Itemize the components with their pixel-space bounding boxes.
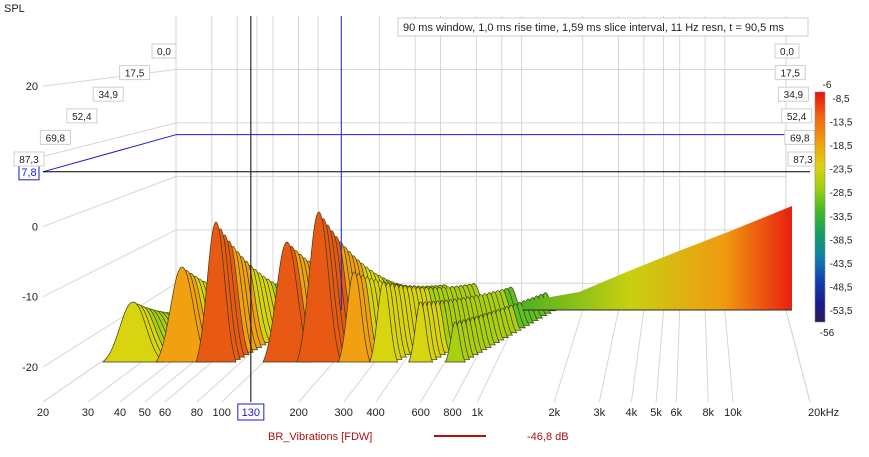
x-tick-label: 300 (335, 407, 353, 419)
grid-floor-line (553, 309, 584, 403)
grid-floor-line (655, 309, 665, 403)
x-tick-label: 10k (724, 407, 742, 419)
x-tick-label: 1k (472, 407, 484, 419)
x-tick-label: 50 (139, 407, 151, 419)
slice-label: 0,0 (157, 47, 171, 58)
slice-label: 34,9 (784, 90, 804, 101)
grid-floor-line (630, 309, 645, 403)
x-tick-label: 2k (549, 407, 561, 419)
y-tick-label: -20 (22, 362, 38, 374)
slice-label-box (66, 108, 98, 124)
slice-label-box (774, 65, 806, 81)
slice-label-box (92, 86, 124, 102)
surface-peak (195, 221, 237, 363)
grid-side-line (42, 122, 177, 157)
slice-label: 17,5 (780, 69, 800, 80)
grid-side-line (42, 175, 177, 228)
waterfall-surface (102, 206, 792, 363)
cursor-horizontal-side (42, 134, 177, 173)
surface-ramp (522, 206, 792, 310)
slice-label: 52,4 (787, 112, 807, 123)
x-tick-label: 100 (213, 407, 231, 419)
y-tick-label: 20 (26, 81, 38, 93)
grid-side-line (42, 68, 177, 87)
x-tick-label: 800 (443, 407, 461, 419)
colorbar-label: -8,5 (832, 94, 850, 105)
slice-label-box (39, 129, 71, 145)
colorbar-label: -53,5 (830, 306, 853, 317)
surface-peak (337, 271, 371, 363)
x-tick-label: 3k (594, 407, 606, 419)
slice-label: 69,8 (790, 133, 810, 144)
colorbar-label: -6 (823, 80, 832, 91)
grid-floor-line (704, 309, 709, 403)
cursor-x-readout: 130 (242, 407, 260, 419)
surface-peak (444, 321, 466, 363)
slice-label: 87,3 (793, 155, 813, 166)
x-tick-label: 20 (37, 407, 49, 419)
time-slice-labels-left: 0,0 17,5 34,9 52,4 69,8 87,3 (13, 43, 177, 167)
colorbar: -6-8,5 -13,5 -18,5 -23,5 -28,5 -33,5 -38,5 -43,… (814, 80, 853, 339)
axes: 20100-10-2020304050608010020030040060080… (18, 81, 839, 421)
colorbar-label: -33,5 (830, 212, 853, 223)
x-tick-label: 60 (159, 407, 171, 419)
x-tick-label: 8k (702, 407, 714, 419)
slice-label-box (777, 86, 809, 102)
slice-label-box (781, 108, 813, 124)
chart-title-box: 90 ms window, 1,0 ms rise time, 1,59 ms … (397, 17, 809, 37)
cursor-lines (42, 16, 810, 402)
colorbar-label: -18,5 (830, 141, 853, 152)
colorbar-label: -56 (820, 328, 835, 339)
y-tick-label: 0 (32, 222, 38, 234)
colorbar-label: -13,5 (830, 118, 853, 129)
x-tick-label: 200 (289, 407, 307, 419)
grid-floor-line (598, 309, 619, 403)
legend-value: -46,8 dB (527, 431, 569, 443)
time-slice-labels-right: 0,0 17,5 34,9 52,4 69,8 87,3 (774, 43, 819, 167)
x-tick-label: 80 (191, 407, 203, 419)
x-tick-label: 600 (411, 407, 429, 419)
chart-title: 90 ms window, 1,0 ms rise time, 1,59 ms … (403, 22, 784, 34)
x-tick-label: 40 (114, 407, 126, 419)
slice-label-box (151, 43, 177, 59)
grid-side-line (42, 229, 177, 298)
x-tick-label: 4k (625, 407, 637, 419)
slice-label: 69,8 (46, 133, 66, 144)
x-tick-label: 30 (82, 407, 94, 419)
colorbar-label: -38,5 (830, 235, 853, 246)
slice-label: 0,0 (780, 47, 794, 58)
slice-label: 34,9 (98, 90, 118, 101)
colorbar-label: -28,5 (830, 188, 853, 199)
colorbar-label: -48,5 (830, 282, 853, 293)
surface-peak (369, 281, 399, 363)
surface-peak (102, 301, 165, 363)
x-tick-label: 6k (671, 407, 683, 419)
slice-label: 87,3 (19, 155, 39, 166)
y-tick-label: -10 (22, 292, 38, 304)
x-tick-label: 400 (366, 407, 384, 419)
grid-floor-line (675, 309, 681, 403)
cursor-y-readout: 7,8 (21, 167, 36, 179)
grid-floor-line (724, 309, 734, 403)
slice-label-box (119, 65, 151, 81)
grid-side-line (42, 282, 177, 368)
surface-peak (296, 211, 342, 363)
x-tick-label: 5k (650, 407, 662, 419)
slice-label: 17,5 (125, 69, 145, 80)
colorbar-label: -43,5 (830, 259, 853, 270)
legend-series-name: BR_Vibrations [FDW] (268, 431, 372, 443)
slice-label-box (774, 43, 800, 59)
surface-peak (408, 301, 434, 363)
y-axis-label: SPL (4, 3, 25, 15)
x-tick-label: 20kHz (808, 407, 839, 419)
slice-label: 52,4 (72, 112, 92, 123)
colorbar-label: -23,5 (830, 165, 853, 176)
cursor-x-readout-box (237, 403, 265, 421)
legend: BR_Vibrations [FDW] -46,8 dB (268, 431, 569, 443)
grid-edge (785, 309, 811, 403)
colorbar-gradient (814, 91, 826, 323)
slice-label-box (13, 151, 45, 167)
